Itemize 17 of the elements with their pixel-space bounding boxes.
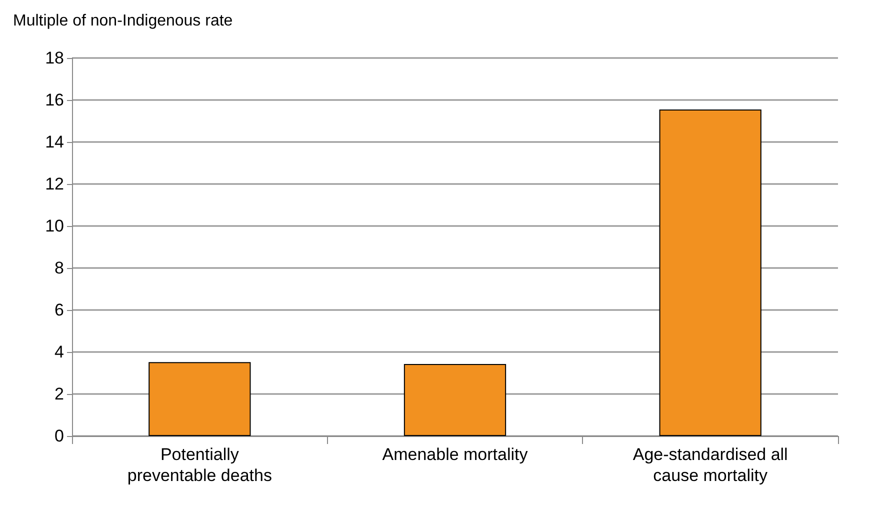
x-tick-label: Age-standardised all cause mortality bbox=[632, 445, 788, 485]
y-tick-label: 2 bbox=[54, 384, 64, 404]
y-axis-title: Multiple of non-Indigenous rate bbox=[13, 12, 233, 30]
y-tick-label: 14 bbox=[45, 132, 64, 152]
bar bbox=[659, 109, 762, 436]
y-tick-label: 0 bbox=[54, 426, 64, 446]
y-tick-label: 8 bbox=[54, 258, 64, 278]
y-tick-label: 18 bbox=[45, 48, 64, 68]
bar bbox=[404, 364, 506, 436]
y-tick-label: 16 bbox=[45, 90, 64, 110]
y-tick-label: 10 bbox=[45, 216, 64, 236]
x-tick-label: Amenable mortality bbox=[382, 445, 528, 464]
bar bbox=[148, 362, 251, 436]
y-tick-label: 6 bbox=[54, 300, 64, 320]
y-tick-label: 4 bbox=[54, 342, 64, 362]
x-tick-label: Potentially preventable deaths bbox=[127, 445, 272, 485]
y-tick-label: 12 bbox=[45, 174, 64, 194]
